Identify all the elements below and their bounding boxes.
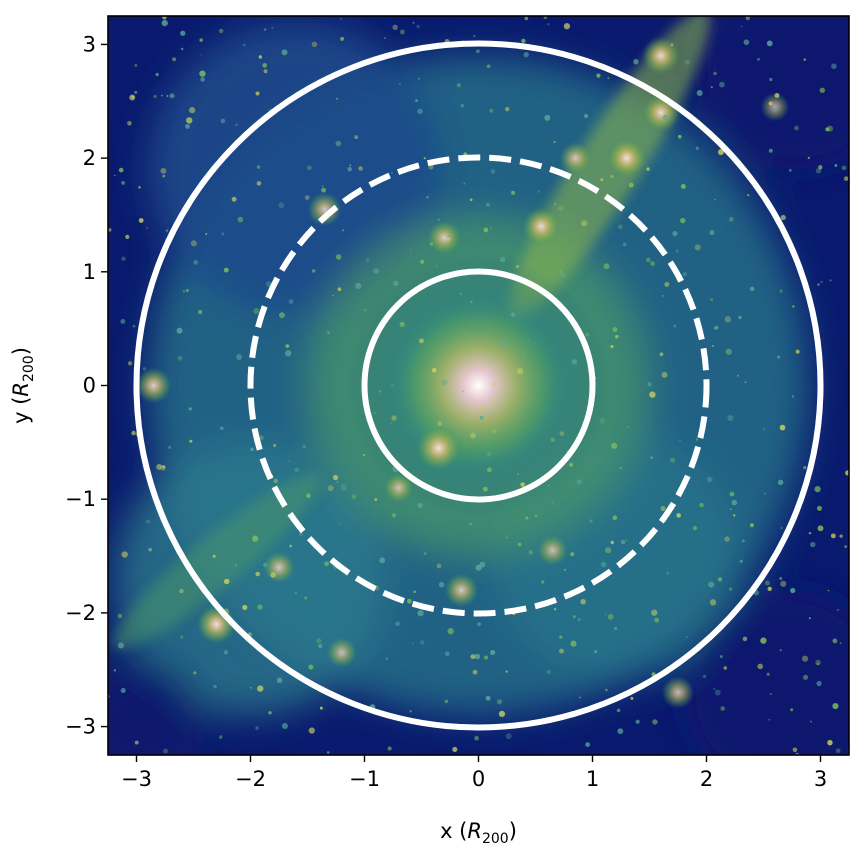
y-axis-label: y (R200) xyxy=(9,347,37,424)
bright-source xyxy=(641,36,681,75)
x-tick-label: 1 xyxy=(586,767,599,791)
circle-r3 xyxy=(133,40,824,731)
bright-source xyxy=(558,141,592,175)
bright-source xyxy=(326,637,358,669)
axis-ticks: −3 −2 −1 0 1 2 3 −3 −2 −1 0 1 2 3 xyxy=(65,32,827,791)
bright-source xyxy=(444,572,479,608)
bright-source xyxy=(307,191,342,227)
y-tick-label: 3 xyxy=(83,32,96,56)
x-tick-label: −1 xyxy=(349,767,380,791)
bright-source xyxy=(262,550,296,584)
bright-source xyxy=(426,220,462,256)
y-tick-label: −3 xyxy=(65,715,96,739)
x-tick-label: −3 xyxy=(121,767,152,791)
bright-source xyxy=(383,472,415,504)
x-tick-label: 2 xyxy=(700,767,713,791)
circle-r2-dashed xyxy=(247,154,710,617)
x-tick-label: 3 xyxy=(814,767,827,791)
bright-source xyxy=(135,367,172,404)
y-tick-label: 0 xyxy=(83,374,96,398)
y-tick-label: 2 xyxy=(83,146,96,170)
radius-circles xyxy=(133,40,824,731)
y-tick-label: −2 xyxy=(65,601,96,625)
density-image xyxy=(108,16,849,755)
x-tick-label: −2 xyxy=(235,767,266,791)
circle-r1 xyxy=(361,268,596,503)
subhalo-speckle xyxy=(108,16,849,755)
x-axis-label: x (R200) xyxy=(440,819,517,847)
y-tick-label: −1 xyxy=(65,487,96,511)
x-tick-label: 0 xyxy=(472,767,485,791)
bright-source xyxy=(537,534,569,566)
bright-source xyxy=(661,676,695,709)
bright-source xyxy=(760,92,790,122)
bright-source xyxy=(522,207,561,246)
bright-source xyxy=(415,425,462,471)
bright-source xyxy=(606,138,647,179)
y-tick-label: 1 xyxy=(83,260,96,284)
